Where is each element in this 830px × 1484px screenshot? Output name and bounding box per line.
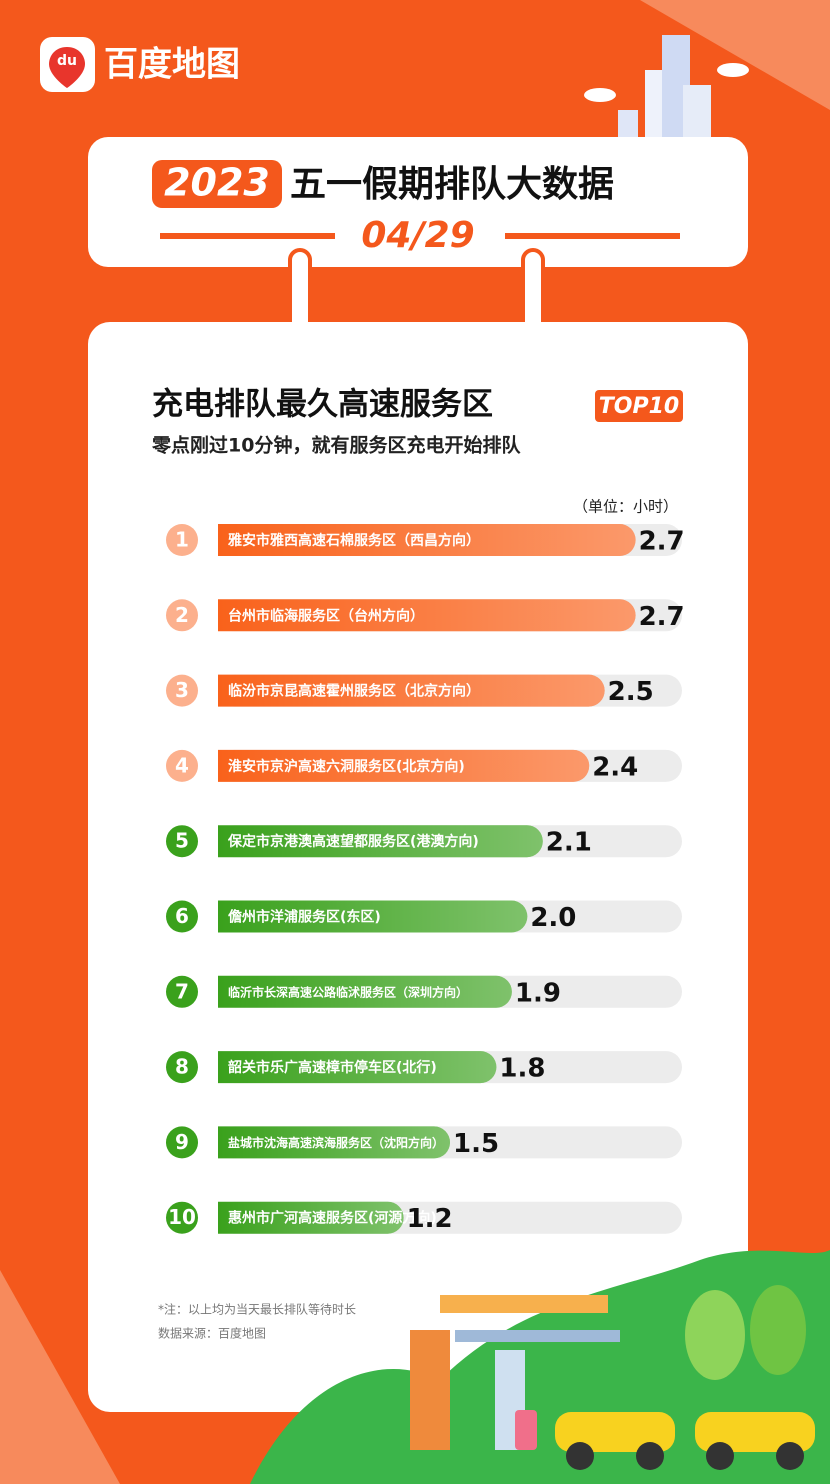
rank-label: 2 <box>175 603 189 627</box>
value-label: 2.5 <box>608 677 654 707</box>
logo-icon: du <box>57 53 77 69</box>
deco-line <box>505 233 680 239</box>
rank-label: 9 <box>175 1130 189 1154</box>
rank-label: 8 <box>175 1055 189 1079</box>
value-label: 2.7 <box>639 527 685 557</box>
bar-shine <box>218 749 590 782</box>
bar-label: 雅安市雅西高速石棉服务区（西昌方向） <box>228 532 480 549</box>
rank-circle <box>166 825 198 858</box>
year-badge <box>152 160 282 208</box>
rank-label: 10 <box>168 1205 196 1229</box>
year: 2023 <box>164 161 270 205</box>
logo-pin <box>49 47 85 88</box>
rank-circle <box>166 599 198 632</box>
bar-label: 临沂市长深高速公路临沭服务区（深圳方向） <box>228 984 468 999</box>
bar-label: 台州市临海服务区（台州方向） <box>228 607 424 624</box>
bar-shine <box>218 975 512 1008</box>
rank-label: 3 <box>175 678 189 702</box>
bar-shine <box>218 1201 404 1234</box>
bar-label: 韶关市乐广高速樟市停车区(北行) <box>228 1059 437 1076</box>
value-label: 2.7 <box>639 602 685 632</box>
bg-shape <box>640 0 830 110</box>
deco-line <box>160 233 335 239</box>
main-card <box>88 322 748 1412</box>
value-label: 2.0 <box>530 903 576 933</box>
bar-label: 盐城市沈海高速滨海服务区（沈阳方向） <box>228 1135 444 1150</box>
rank-circle <box>166 900 198 933</box>
bar-shine <box>218 599 636 632</box>
top-badge <box>595 390 683 422</box>
rank-circle <box>166 674 198 707</box>
footnote: 数据来源：百度地图 <box>158 1326 266 1341</box>
bar-shine <box>218 825 543 858</box>
bar-label: 保定市京港澳高速望都服务区(港澳方向) <box>227 833 479 850</box>
bar-shine <box>218 524 636 556</box>
value-label: 1.5 <box>453 1129 499 1159</box>
value-label: 1.8 <box>499 1054 545 1084</box>
rank-label: 4 <box>175 753 189 777</box>
rank-circle <box>166 975 198 1008</box>
rank-circle <box>166 524 198 556</box>
rank-circle <box>166 749 198 782</box>
bg-shape <box>0 1270 120 1484</box>
rank-circle <box>166 1201 198 1234</box>
bar-shine <box>218 1126 450 1159</box>
bar-label: 临汾市京昆高速霍州服务区（北京方向） <box>228 683 480 700</box>
top-badge-text: TOP10 <box>599 394 679 419</box>
rank-label: 1 <box>175 528 189 552</box>
value-label: 2.1 <box>546 828 592 858</box>
chart-title: 充电排队最久高速服务区 <box>152 387 493 423</box>
bottom-decoration <box>250 1250 830 1484</box>
bar-chart: 1 雅安市雅西高速石棉服务区（西昌方向） 2.7 2 台州市临海服务区（台州方向） 2.7… <box>166 524 685 1234</box>
footnote: *注：以上均为当天最长排队等待时长 <box>158 1302 356 1317</box>
bar-label: 淮安市京沪高速六洞服务区(北京方向) <box>228 758 465 775</box>
chart-subtitle: 零点刚过10分钟，就有服务区充电开始排队 <box>151 434 521 457</box>
rank-circle <box>166 1051 198 1084</box>
value-label: 2.4 <box>592 752 638 782</box>
bar-shine <box>218 1051 497 1084</box>
bar-label: 儋州市洋浦服务区(东区) <box>228 909 381 926</box>
rank-label: 5 <box>175 829 189 853</box>
rank-label: 6 <box>175 904 189 928</box>
rank-circle <box>166 1126 198 1159</box>
unit-label: （单位：小时） <box>573 498 678 516</box>
bar-shine <box>218 900 528 933</box>
bar-shine <box>218 674 605 707</box>
header-title: 五一假期排队大数据 <box>290 164 614 205</box>
bar-label: 惠州市广河高速服务区(河源方向) <box>228 1210 437 1227</box>
logo-text: 百度地图 <box>104 45 240 85</box>
value-label: 1.2 <box>407 1204 453 1234</box>
rank-label: 7 <box>175 979 189 1003</box>
value-label: 1.9 <box>515 978 561 1008</box>
date: 04/29 <box>361 215 474 256</box>
